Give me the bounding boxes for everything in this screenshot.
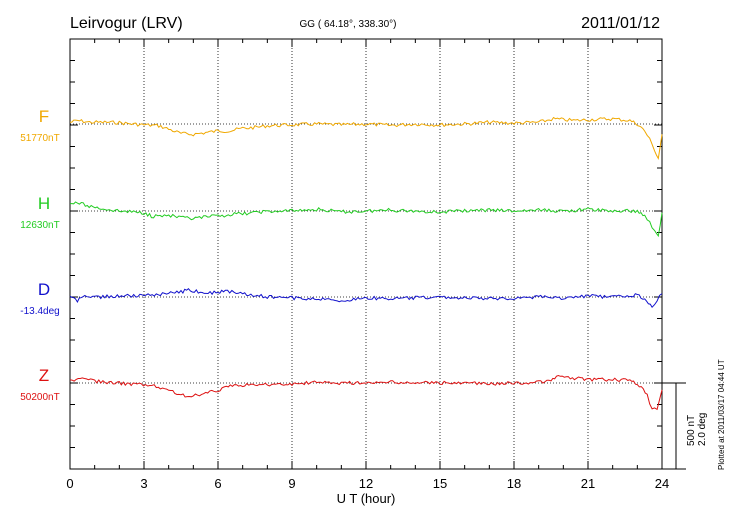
scale-bar: 500 nT 2.0 deg	[662, 382, 708, 470]
x-tick-label: 24	[655, 476, 669, 491]
series-labels: F 51770nT H 12630nT D -13.4deg Z 50200nT	[20, 107, 59, 403]
plot-date: 2011/01/12	[581, 15, 660, 32]
series-line-f	[69, 116, 663, 161]
series-baseline-f: 51770nT	[20, 133, 59, 144]
scale-bar-nt-label: 500 nT	[686, 415, 697, 446]
series-baseline-h: 12630nT	[20, 220, 59, 231]
series-name-f: F	[39, 107, 49, 126]
x-tick-label: 12	[359, 476, 373, 491]
series-group	[69, 116, 663, 411]
series-line-z	[69, 374, 663, 411]
x-tick-label: 3	[140, 476, 147, 491]
series-name-h: H	[38, 194, 50, 213]
series-baseline-d: -13.4deg	[20, 306, 59, 317]
series-baseline-z: 50200nT	[20, 392, 59, 403]
plotted-timestamp: Plotted at 2011/03/17 04:44 UT	[717, 359, 726, 470]
series-line-d	[69, 288, 663, 309]
axis-ticks	[69, 38, 663, 470]
series-line-h	[70, 201, 663, 238]
x-tick-label: 21	[581, 476, 595, 491]
x-tick-label: 0	[66, 476, 73, 491]
station-coordinates: GG ( 64.18°, 338.30°)	[300, 19, 397, 30]
series-name-d: D	[38, 280, 50, 299]
x-tick-label: 9	[288, 476, 295, 491]
x-tick-label: 18	[507, 476, 521, 491]
x-axis-label: U T (hour)	[337, 491, 396, 506]
x-tick-label: 15	[433, 476, 447, 491]
series-name-z: Z	[39, 366, 49, 385]
scale-bar-deg-label: 2.0 deg	[697, 413, 708, 446]
station-title: Leirvogur (LRV)	[70, 15, 183, 32]
x-tick-labels: 0 3 6 9 12 15 18 21 24	[66, 476, 669, 491]
grid-lines	[143, 39, 589, 469]
plot-frame	[69, 38, 663, 470]
x-tick-label: 6	[214, 476, 221, 491]
